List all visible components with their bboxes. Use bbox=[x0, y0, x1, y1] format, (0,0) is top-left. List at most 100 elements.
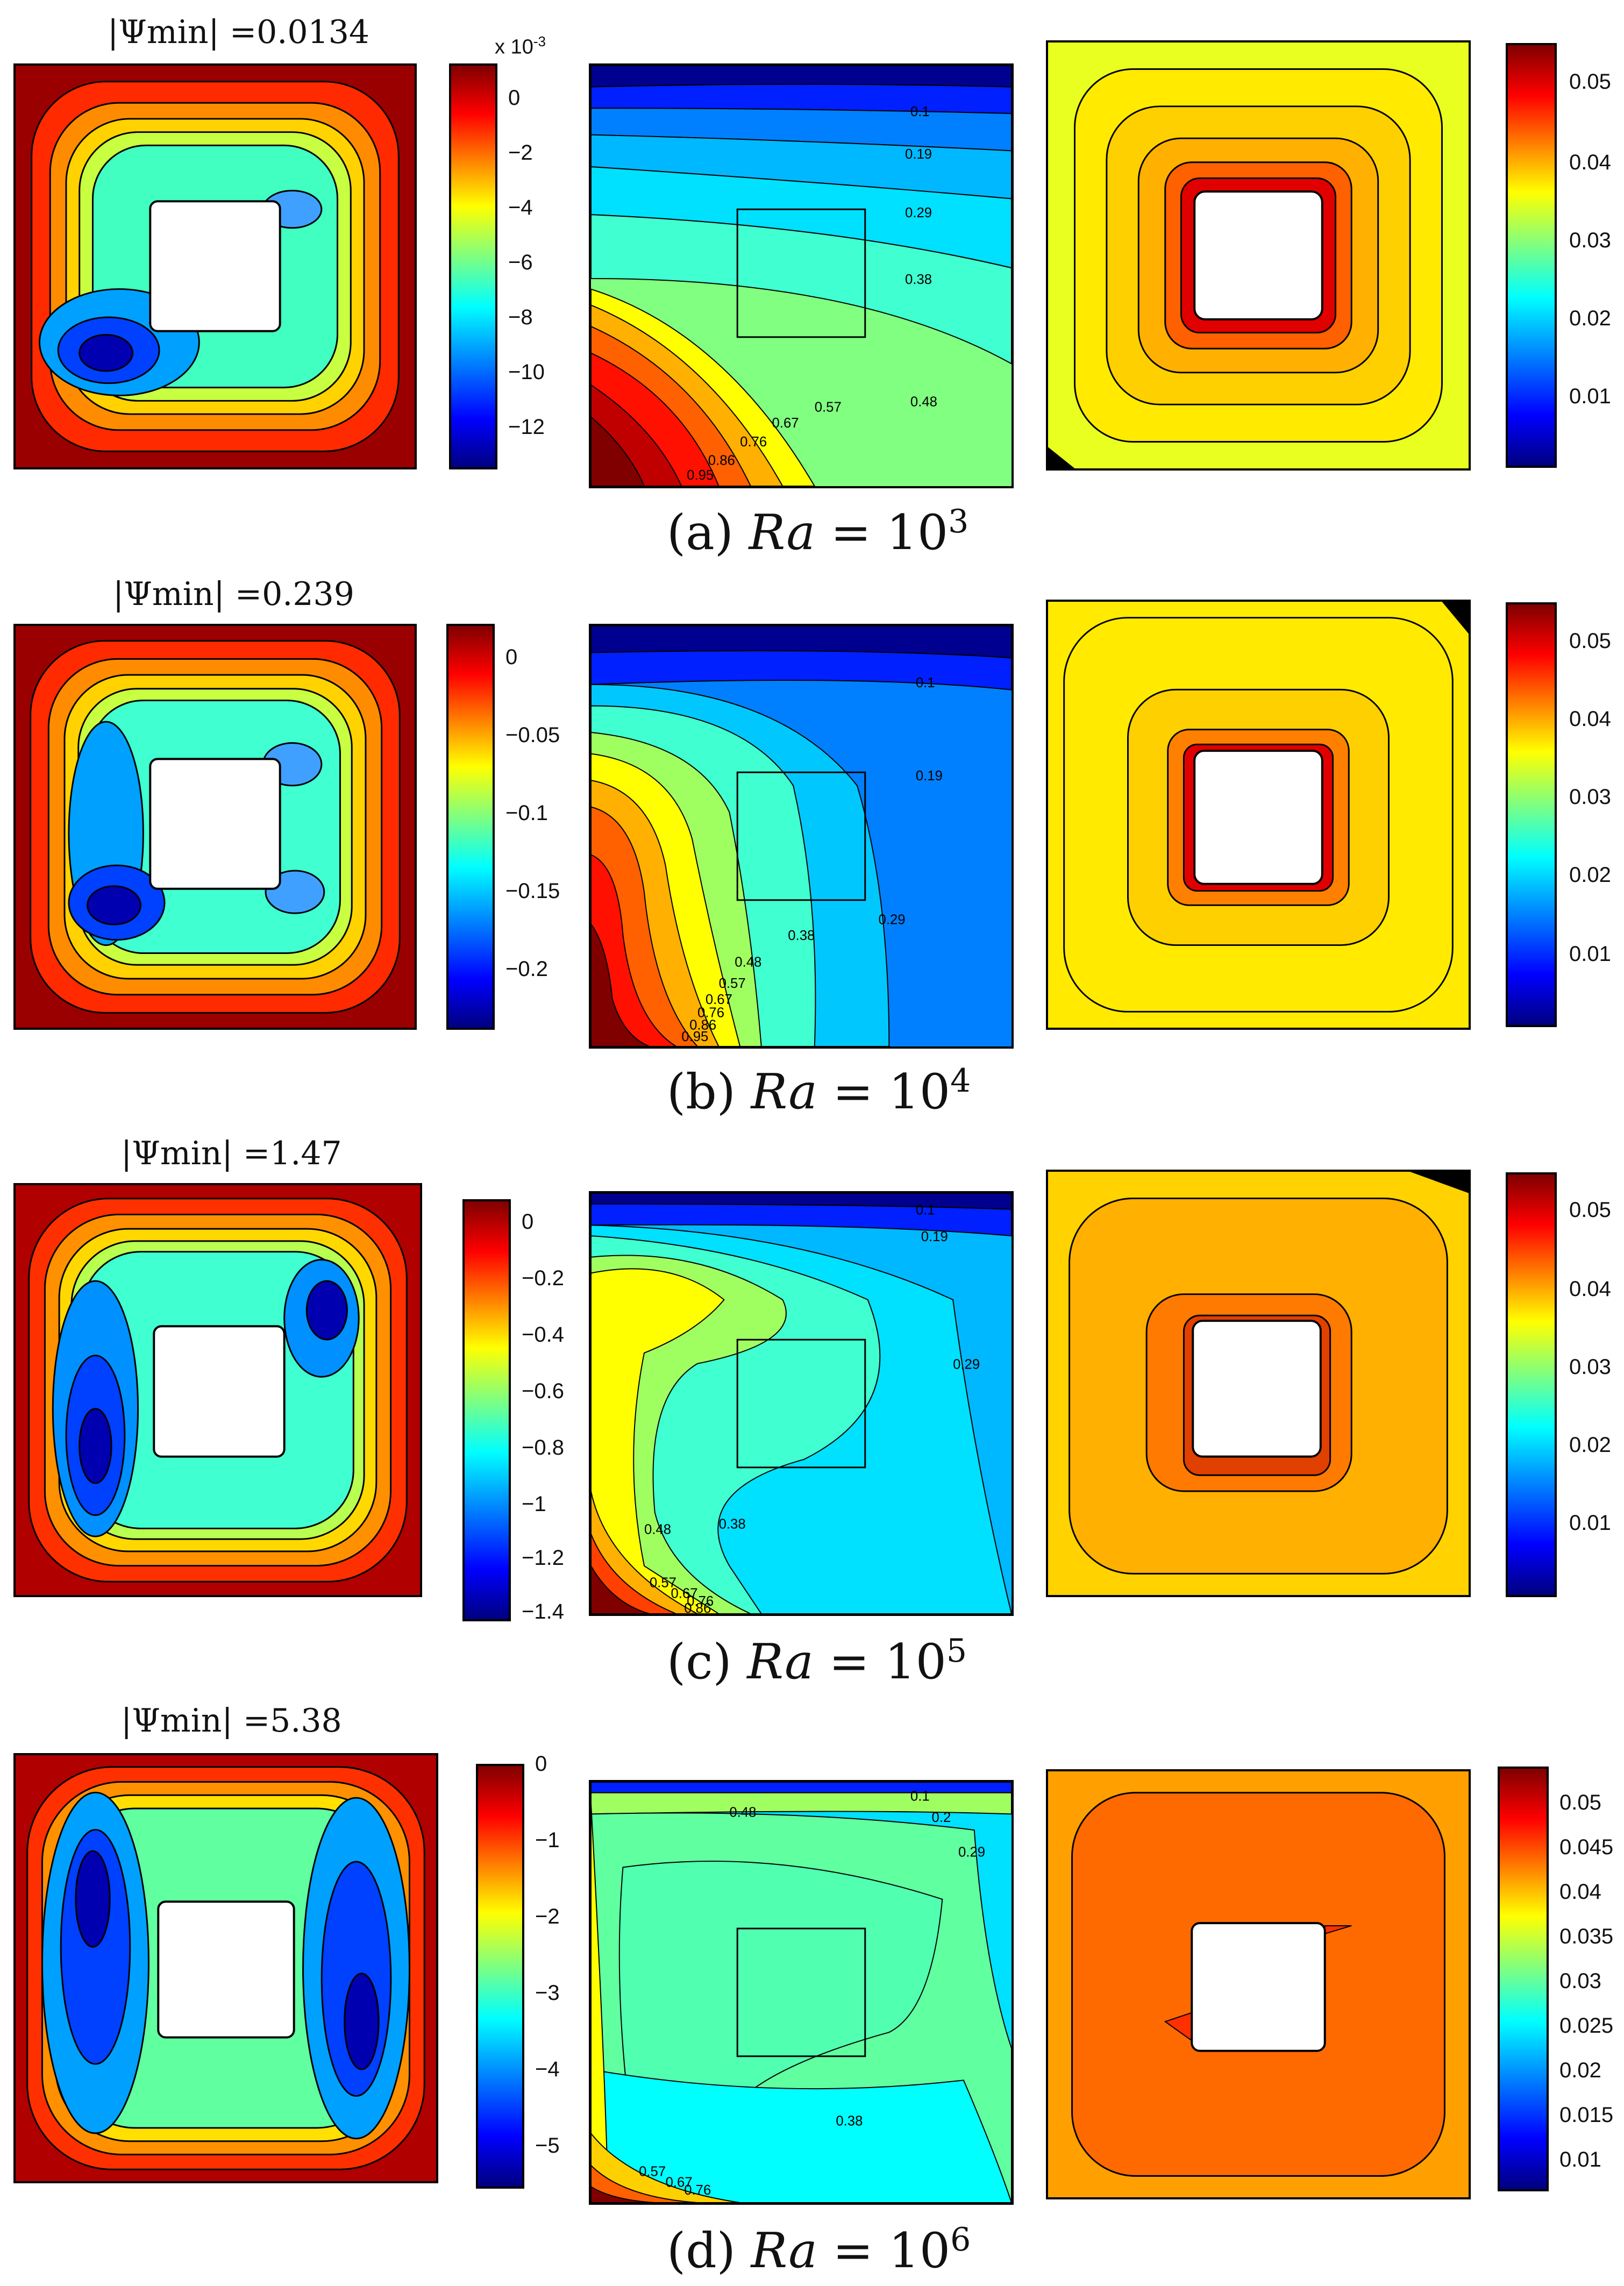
contour-label: 0.1 bbox=[910, 1789, 930, 1804]
colorbar-tick: −0.1 bbox=[505, 801, 548, 825]
contour-label-group: 0.1 0.19 0.29 0.38 0.48 0.57 0.67 0.76 0… bbox=[687, 104, 937, 483]
isotherm-plot-a: 0.1 0.19 0.29 0.38 0.48 0.57 0.67 0.76 0… bbox=[589, 63, 1014, 488]
psi-min-label: |Ψmin| =5.38 bbox=[121, 1702, 342, 1740]
colorbar-tick: 0.03 bbox=[1559, 1969, 1601, 1993]
caption-d: (d) Ra = 106 bbox=[667, 2221, 971, 2279]
colorbar-tick: 0.02 bbox=[1569, 307, 1611, 330]
colorbar-tick: 0.01 bbox=[1569, 942, 1611, 966]
contour-label: 0.38 bbox=[788, 928, 815, 943]
contour-label: 0.76 bbox=[697, 1006, 724, 1021]
streamline-plot-d bbox=[13, 1753, 438, 2183]
contour-label: 0.48 bbox=[729, 1805, 756, 1820]
contour-label-group: 0.1 0.19 0.29 0.38 0.48 0.57 0.67 0.76 0… bbox=[644, 1203, 980, 1614]
contour-label: 0.67 bbox=[671, 1586, 697, 1601]
colorbar-tick: −1.2 bbox=[522, 1546, 564, 1570]
colorbar-tick: 0.04 bbox=[1569, 707, 1611, 731]
secondary-plot-d bbox=[1046, 1769, 1471, 2199]
colorbar-tick: −0.2 bbox=[522, 1266, 564, 1290]
contour-label: 0.38 bbox=[719, 1517, 746, 1532]
contour-label: 0.67 bbox=[706, 992, 732, 1007]
colorbar-tick: −2 bbox=[535, 1905, 560, 1928]
secondary-plot-c bbox=[1046, 1170, 1471, 1597]
contour-label: 0.2 bbox=[932, 1810, 951, 1825]
contour-label: 0.29 bbox=[953, 1357, 980, 1372]
contour-label: 0.67 bbox=[666, 2175, 693, 2190]
contour-label: 0.48 bbox=[735, 955, 761, 970]
contour-label: 0.76 bbox=[684, 2183, 711, 2198]
colorbar-tick: −12 bbox=[508, 415, 545, 439]
psi-min-label: |Ψmin| =0.239 bbox=[113, 575, 354, 613]
streamline-plot-a bbox=[13, 63, 417, 469]
psi-min-label: |Ψmin| =1.47 bbox=[121, 1135, 342, 1172]
contour-label: 0.19 bbox=[905, 147, 932, 162]
contour-label: 0.95 bbox=[687, 468, 714, 483]
colorbar-tick: 0.05 bbox=[1569, 629, 1611, 653]
contour-label: 0.19 bbox=[916, 768, 943, 784]
contour-label: 0.29 bbox=[905, 205, 932, 220]
colorbar-exponent: x 10-3 bbox=[495, 33, 546, 59]
colorbar-tick: 0.035 bbox=[1559, 1925, 1614, 1948]
colorbar-tick: 0.01 bbox=[1569, 384, 1611, 408]
colorbar-tick: −5 bbox=[535, 2134, 560, 2157]
contour-label: 0.29 bbox=[958, 1845, 985, 1860]
contour-label: 0.57 bbox=[719, 976, 746, 991]
secondary-plot-b bbox=[1046, 600, 1471, 1030]
contour-label: 0.57 bbox=[650, 1576, 676, 1591]
contour-label: 0.48 bbox=[644, 1522, 671, 1537]
colorbar-tick: −1 bbox=[522, 1492, 546, 1516]
colorbar-tick: −0.6 bbox=[522, 1379, 564, 1403]
colorbar-tick: 0.01 bbox=[1569, 1511, 1611, 1535]
colorbar-tick: −6 bbox=[508, 251, 533, 274]
colorbar-tick: 0 bbox=[535, 1752, 547, 1776]
colorbar-tick: −0.15 bbox=[505, 879, 560, 903]
colorbar-tick: −1 bbox=[535, 1828, 560, 1852]
contour-label-group: 0.1 0.19 0.29 0.38 0.48 0.57 0.67 0.76 0… bbox=[681, 675, 943, 1044]
contour-label: 0.1 bbox=[916, 1203, 935, 1218]
isotherm-plot-b: 0.1 0.19 0.29 0.38 0.48 0.57 0.67 0.76 0… bbox=[589, 624, 1014, 1049]
colorbar-tick: 0.045 bbox=[1559, 1835, 1614, 1859]
contour-label: 0.29 bbox=[879, 912, 906, 927]
colorbar-tick: 0.04 bbox=[1559, 1880, 1601, 1904]
caption-a: (a) Ra = 103 bbox=[667, 503, 969, 561]
colorbar-tick: −4 bbox=[535, 2057, 560, 2081]
caption-b: (b) Ra = 104 bbox=[667, 1062, 971, 1120]
contour-label: 0.48 bbox=[910, 395, 937, 410]
psi-min-label: |Ψmin| =0.0134 bbox=[108, 13, 370, 51]
contour-label: 0.19 bbox=[921, 1229, 948, 1244]
colorbar-tick: −10 bbox=[508, 360, 545, 384]
colorbar-tick: 0.015 bbox=[1559, 2103, 1614, 2127]
colorbar-tick: 0 bbox=[508, 86, 521, 110]
colorbar-secondary-a bbox=[1506, 43, 1557, 468]
contour-label: 0.86 bbox=[708, 453, 735, 468]
colorbar-tick: 0.05 bbox=[1569, 70, 1611, 94]
colorbar-tick: −0.8 bbox=[522, 1436, 564, 1459]
isotherm-plot-c: 0.1 0.19 0.29 0.38 0.48 0.57 0.67 0.76 0… bbox=[589, 1191, 1014, 1616]
colorbar-streamfunction-a bbox=[449, 63, 497, 469]
colorbar-tick: 0.05 bbox=[1569, 1198, 1611, 1222]
colorbar-tick: −2 bbox=[508, 141, 533, 165]
contour-label: 0.76 bbox=[687, 1594, 714, 1609]
contour-label: 0.38 bbox=[905, 272, 932, 287]
colorbar-tick: 0.04 bbox=[1569, 151, 1611, 174]
contour-label: 0.1 bbox=[910, 104, 930, 119]
contour-label: 0.1 bbox=[916, 675, 935, 690]
colorbar-tick: −0.4 bbox=[522, 1323, 564, 1347]
contour-label: 0.67 bbox=[772, 416, 799, 431]
colorbar-streamfunction-d bbox=[476, 1764, 524, 2189]
colorbar-secondary-c bbox=[1506, 1172, 1557, 1597]
contour-label: 0.57 bbox=[815, 400, 842, 415]
colorbar-tick: 0.01 bbox=[1559, 2148, 1601, 2171]
colorbar-streamfunction-c bbox=[462, 1199, 511, 1621]
colorbar-tick: −1.4 bbox=[522, 1600, 564, 1623]
colorbar-streamfunction-b bbox=[446, 624, 495, 1030]
colorbar-tick: 0.02 bbox=[1569, 863, 1611, 887]
colorbar-tick: 0.025 bbox=[1559, 2014, 1614, 2038]
colorbar-secondary-d bbox=[1498, 1767, 1549, 2191]
colorbar-tick: 0.05 bbox=[1559, 1791, 1601, 1814]
colorbar-tick: 0.03 bbox=[1569, 229, 1611, 252]
colorbar-tick: −3 bbox=[535, 1981, 560, 2005]
contour-label: 0.86 bbox=[689, 1017, 716, 1032]
contour-label: 0.86 bbox=[684, 1601, 711, 1614]
colorbar-tick: −0.2 bbox=[505, 957, 548, 981]
contour-label: 0.76 bbox=[740, 435, 767, 450]
